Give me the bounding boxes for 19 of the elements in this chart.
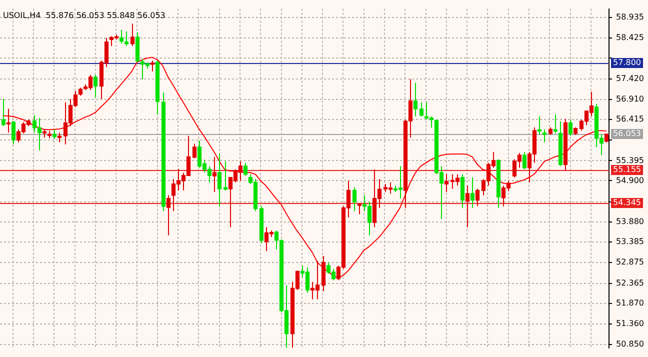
y-tick-label: 58.425 xyxy=(616,33,644,42)
y-tick-label: 53.385 xyxy=(616,237,644,246)
y-tick-label: 57.420 xyxy=(616,74,644,83)
y-tick-label: 51.870 xyxy=(616,298,644,308)
y-tick-label: 52.875 xyxy=(616,258,644,267)
y-tick-label: 56.415 xyxy=(616,114,644,124)
y-tick-label: 51.360 xyxy=(616,319,644,328)
chart-title: USOIL,H4 55.876 56.053 55.848 56.053 xyxy=(3,10,166,20)
ref-line-label: 55.155 xyxy=(613,165,642,174)
y-tick-label: 53.880 xyxy=(616,217,644,226)
ref-line-label: 54.345 xyxy=(613,198,642,208)
y-tick-label: 50.850 xyxy=(616,340,644,349)
y-tick-label: 52.365 xyxy=(616,278,644,288)
y-tick-label: 58.935 xyxy=(616,12,644,22)
ref-line-label: 56.053 xyxy=(613,129,642,138)
y-tick-label: 55.395 xyxy=(616,156,644,165)
ref-line-label: 57.800 xyxy=(613,58,642,68)
y-tick-label: 56.910 xyxy=(616,94,644,104)
y-tick-label: 54.900 xyxy=(616,176,644,185)
